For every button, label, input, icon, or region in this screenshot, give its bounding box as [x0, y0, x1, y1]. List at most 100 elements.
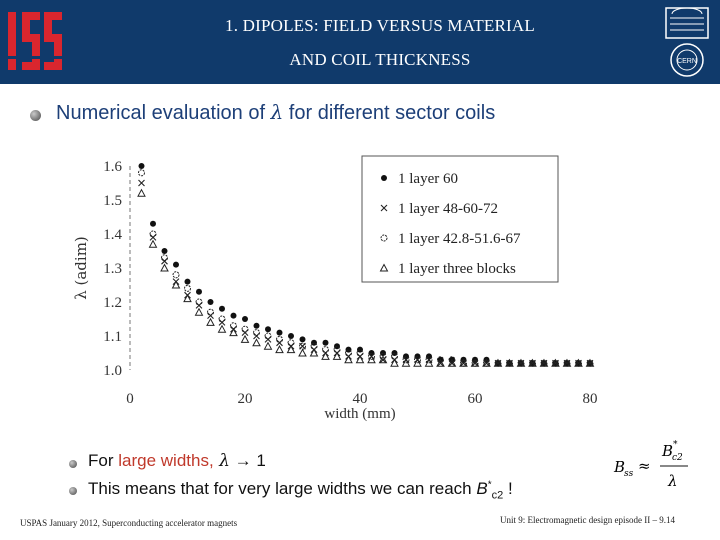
- data-point-triangle: [436, 358, 445, 367]
- sub-bullet-1-value: 1: [256, 451, 266, 470]
- data-point-dot: [196, 288, 202, 295]
- sub-bullet-1-arrow: →: [229, 451, 257, 470]
- formula-numerator-sub: c2: [672, 453, 683, 463]
- data-point-triangle: [137, 188, 146, 197]
- lambda-symbol: λ: [270, 100, 284, 124]
- sub-bullet-1-lambda: λ: [213, 451, 230, 471]
- slide-title-line-1: 1. DIPOLES: FIELD VERSUS MATERIAL: [225, 16, 535, 35]
- sub-bullet-2-sup: *: [487, 479, 492, 491]
- data-point-triangle: [206, 317, 215, 326]
- data-point-triangle: [585, 358, 595, 367]
- data-point-dot: [150, 220, 156, 227]
- data-point-triangle: [539, 358, 549, 367]
- data-point-dot: [173, 261, 179, 268]
- data-point-triangle: [516, 358, 526, 367]
- legend-box: [361, 155, 559, 283]
- legend-label: 1 layer 48-60-72: [398, 201, 498, 217]
- footer-left: USPAS January 2012, Superconducting acce…: [20, 518, 238, 528]
- slide-header: 1. DIPOLES: FIELD VERSUS MATERIAL AND CO…: [0, 0, 720, 84]
- data-point-cross: [380, 204, 388, 212]
- data-point-triangle: [298, 348, 307, 357]
- data-point-triangle: [309, 348, 319, 357]
- formula-denominator: λ: [667, 472, 678, 490]
- data-point-triangle: [551, 358, 560, 367]
- data-point-circle: [195, 298, 203, 306]
- data-point-triangle: [344, 355, 353, 364]
- data-point-circle: [241, 325, 249, 333]
- data-point-dot: [299, 336, 306, 343]
- data-point-dot: [288, 333, 294, 339]
- y-tick-label: 1.2: [103, 295, 122, 311]
- formula-lhs-sub: ss: [624, 469, 634, 479]
- x-axis-label: width (mm): [324, 406, 395, 422]
- x-tick-label: 20: [238, 391, 253, 407]
- footer-right: Unit 9: Electromagnetic design episode I…: [500, 515, 675, 525]
- data-point-triangle: [252, 338, 261, 347]
- data-point-triangle: [194, 307, 204, 316]
- data-point-circle: [379, 352, 387, 360]
- lambda-vs-width-chart: 1.0 1.1 1.2 1.3 1.4 1.5 1.6 0 20 40 60 80 width (mm)…: [72, 155, 598, 422]
- main-bullet-icon: [30, 110, 41, 121]
- data-point-triangle: [574, 358, 583, 367]
- data-point-triangle: [470, 358, 480, 367]
- sub-bullet-icon-1: [69, 460, 77, 468]
- y-tick-label: 1.5: [103, 193, 122, 209]
- formula-relation: ≈: [638, 457, 651, 475]
- bss-formula: B ss ≈ B * c2 λ: [613, 440, 688, 490]
- data-point-triangle: [240, 334, 250, 343]
- sub-bullet-2: This means that for very large widths we…: [88, 479, 513, 501]
- data-point-triangle: [355, 355, 365, 364]
- data-point-triangle: [229, 328, 238, 337]
- y-axis-label: λ (adim): [72, 236, 90, 300]
- issi-logo-icon: [4, 6, 64, 76]
- data-point-dot: [219, 305, 225, 312]
- legend-label: 1 layer 42.8-51.6-67: [398, 231, 521, 247]
- data-point-triangle: [160, 263, 169, 272]
- data-point-triangle: [286, 345, 296, 354]
- sub-bullet-1-highlight: large widths,: [118, 451, 214, 470]
- data-point-dot: [138, 163, 145, 169]
- data-point-triangle: [332, 351, 342, 360]
- x-tick-label: 40: [353, 391, 368, 407]
- y-tick-label: 1.1: [103, 329, 122, 345]
- data-point-circle: [414, 356, 421, 364]
- main-bullet-suffix: for different sector coils: [283, 102, 496, 124]
- data-point-triangle: [263, 341, 273, 350]
- slide-title-line-2: AND COIL THICKNESS: [289, 50, 471, 69]
- data-point-triangle: [401, 358, 411, 367]
- data-point-circle: [207, 308, 214, 316]
- data-point-dot: [230, 312, 237, 319]
- data-point-triangle: [505, 358, 514, 367]
- data-point-dot: [381, 175, 387, 181]
- data-point-triangle: [148, 239, 158, 248]
- data-point-dot: [322, 339, 329, 346]
- data-point-triangle: [390, 358, 399, 367]
- data-point-triangle: [562, 358, 572, 367]
- x-tick-label: 80: [583, 391, 598, 407]
- main-bullet-text: Numerical evaluation of λ for different …: [56, 100, 495, 125]
- data-point-circle: [287, 339, 295, 347]
- sub-bullet-1-prefix: For: [88, 451, 119, 470]
- data-point-circle: [448, 356, 456, 364]
- data-point-triangle: [217, 324, 227, 333]
- data-point-circle: [149, 230, 157, 238]
- sub-bullet-icon-2: [69, 487, 77, 495]
- data-point-dot: [242, 316, 248, 322]
- data-point-circle: [437, 356, 444, 364]
- formula-numerator-sup: *: [673, 440, 678, 450]
- data-point-circle: [264, 332, 272, 340]
- y-tick-label: 1.6: [103, 159, 122, 175]
- sub-bullet-2-var: B: [476, 479, 488, 498]
- data-point-circle: [276, 335, 283, 343]
- data-point-triangle: [183, 294, 192, 303]
- data-point-dot: [161, 248, 168, 254]
- data-point-triangle: [367, 355, 376, 364]
- data-point-circle: [172, 271, 180, 279]
- data-point-triangle: [482, 358, 491, 367]
- data-point-triangle: [447, 358, 457, 367]
- data-point-circle: [138, 169, 145, 177]
- data-point-triangle: [528, 358, 537, 367]
- formula-lhs: B: [613, 458, 625, 476]
- data-point-dot: [184, 278, 191, 285]
- data-point-circle: [368, 352, 375, 360]
